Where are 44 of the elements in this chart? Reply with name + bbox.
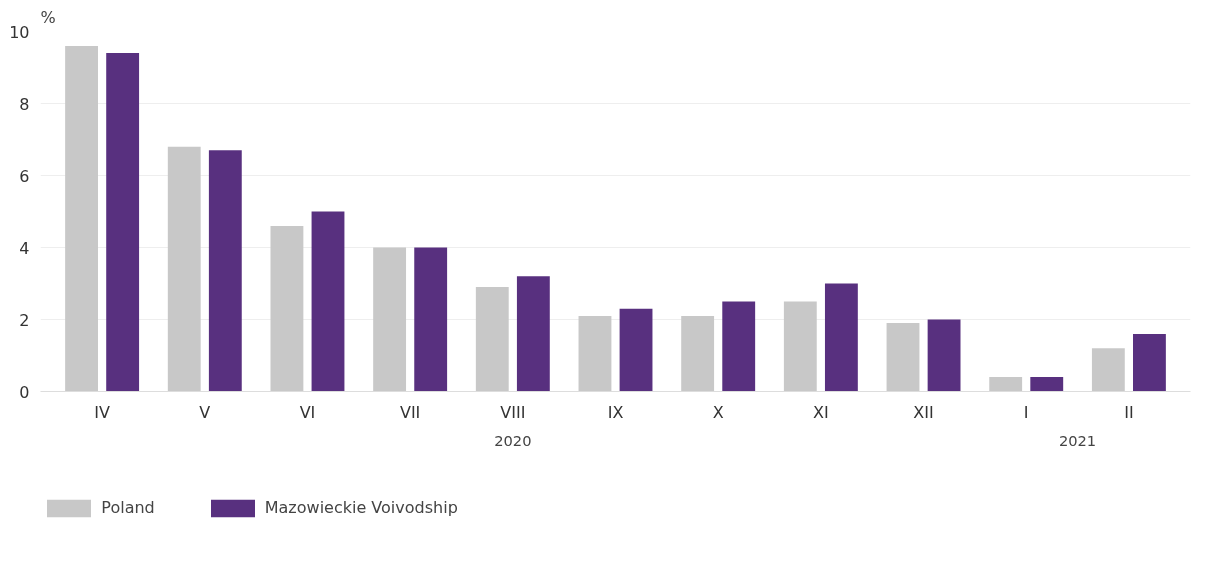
text: 2021: [1058, 431, 1097, 449]
text: 2020: [494, 431, 532, 449]
x-tick-label: VII: [399, 402, 421, 422]
x-tick-label: XI: [813, 402, 829, 422]
bar: [722, 301, 756, 392]
y-tick-label: 6: [19, 166, 30, 186]
bar: [475, 287, 509, 392]
bar: [65, 45, 98, 392]
y-tick-label: 0: [19, 382, 30, 402]
bar: [208, 150, 242, 392]
y-tick-label: 4: [19, 238, 30, 258]
bar: [311, 211, 345, 392]
x-tick-label: II: [1124, 402, 1134, 422]
bar: [681, 315, 715, 392]
bar: [1030, 377, 1064, 392]
bar: [886, 323, 920, 392]
bar: [989, 377, 1023, 392]
x-tick-label: IV: [94, 402, 110, 422]
y-axis-title: %: [40, 7, 56, 27]
legend-label: Mazowieckie Voivodship: [264, 498, 458, 518]
x-tick-label: I: [1023, 402, 1029, 422]
bar: [1091, 348, 1125, 392]
bar: [783, 301, 817, 392]
bar: [167, 146, 201, 392]
x-tick-label: V: [199, 402, 211, 422]
bar: [414, 247, 448, 392]
bar: [270, 225, 304, 392]
bar: [578, 315, 612, 392]
x-tick-label: X: [712, 402, 724, 422]
bar: [106, 53, 140, 392]
bar: [927, 319, 961, 392]
y-tick-label: 8: [19, 94, 30, 114]
x-tick-label: VI: [299, 402, 316, 422]
x-tick-label: VIII: [500, 402, 526, 422]
bar: [516, 276, 550, 392]
bar: [824, 283, 858, 392]
bar: [619, 308, 653, 392]
y-tick-label: 2: [19, 310, 30, 330]
bar: [1133, 333, 1166, 392]
legend-label: Poland: [101, 498, 155, 518]
x-tick-label: XII: [913, 402, 934, 422]
bar: [373, 247, 407, 392]
y-tick-label: 10: [9, 22, 30, 42]
x-tick-label: IX: [607, 402, 624, 422]
